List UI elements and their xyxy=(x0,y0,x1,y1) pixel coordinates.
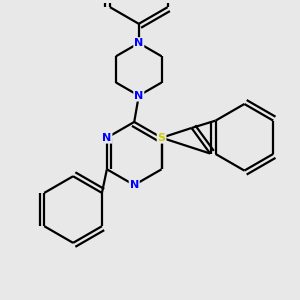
Text: S: S xyxy=(158,133,166,143)
Text: N: N xyxy=(130,180,139,190)
Text: N: N xyxy=(134,38,143,48)
Text: N: N xyxy=(102,133,112,143)
Text: N: N xyxy=(134,91,143,101)
